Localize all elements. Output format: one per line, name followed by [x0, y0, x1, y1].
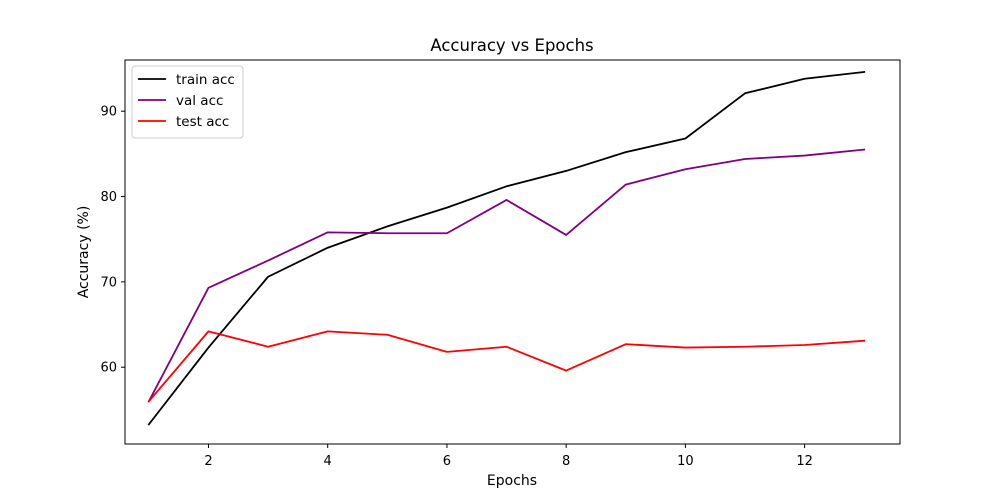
series-line-test-acc [147, 330, 866, 403]
y-tick-label: 60 [100, 361, 117, 376]
chart-title: Accuracy vs Epochs [430, 36, 593, 55]
x-axis-label: Epochs [487, 473, 537, 489]
legend-box [131, 65, 244, 139]
series-line-val-acc [147, 148, 866, 403]
legend: train acc val acc test acc [131, 65, 244, 139]
x-tick-label: 10 [677, 454, 694, 469]
y-tick-label: 90 [100, 105, 117, 120]
x-tick-label: 2 [204, 454, 212, 469]
axes-frame [124, 59, 901, 445]
series-line-train-acc [147, 70, 866, 426]
y-tick-label: 70 [100, 275, 117, 290]
y-axis-label: Accuracy (%) [76, 206, 92, 299]
legend-label: train acc [176, 72, 235, 88]
plot-area: 2 4 6 8 10 12 60 70 80 90 [100, 59, 901, 469]
x-tick-label: 12 [796, 454, 813, 469]
legend-label: test acc [176, 114, 229, 130]
y-tick-label: 80 [100, 190, 117, 205]
x-tick-label: 6 [443, 454, 451, 469]
x-tick-label: 4 [324, 454, 332, 469]
legend-label: val acc [176, 93, 223, 109]
x-tick-label: 8 [562, 454, 570, 469]
